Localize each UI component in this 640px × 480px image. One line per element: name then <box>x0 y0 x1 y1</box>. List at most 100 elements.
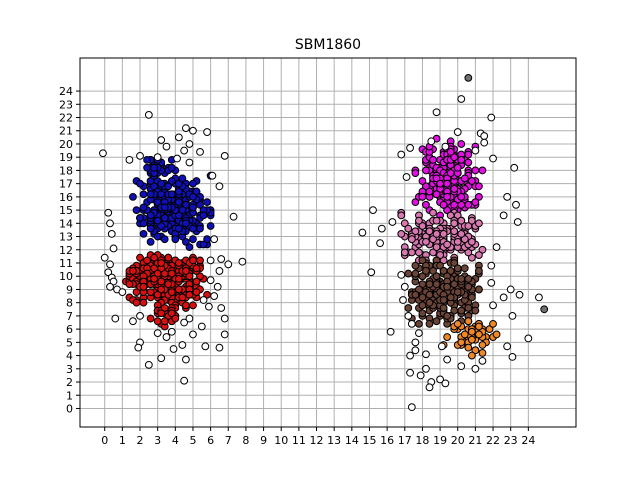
point-brown <box>471 306 480 315</box>
point-white <box>180 318 189 327</box>
point-red <box>192 264 201 273</box>
point-white <box>206 276 215 285</box>
point-pink <box>429 208 437 217</box>
point-white <box>162 142 171 151</box>
point-orange <box>475 322 483 331</box>
point-blue <box>146 237 155 246</box>
point-blue <box>139 203 148 212</box>
point-red <box>150 274 159 283</box>
point-white <box>109 244 118 253</box>
point-pink <box>475 251 483 259</box>
x-tick-label: 23 <box>504 434 518 447</box>
point-red <box>171 314 180 323</box>
point-blue <box>153 216 162 225</box>
point-white <box>437 342 446 351</box>
point-magenta <box>475 182 483 191</box>
point-white <box>376 239 384 248</box>
point-white <box>404 312 413 320</box>
point-magenta <box>446 169 455 177</box>
point-white <box>210 292 219 300</box>
point-pink <box>425 227 434 236</box>
point-pink <box>400 219 409 228</box>
point-pink <box>478 245 487 254</box>
point-pink <box>464 222 473 230</box>
point-white <box>182 355 190 364</box>
x-tick-label: 7 <box>225 434 232 447</box>
point-magenta <box>450 200 459 209</box>
plot-frame <box>79 57 577 428</box>
point-white <box>162 333 171 341</box>
y-tick-label: 1 <box>66 389 73 402</box>
point-magenta <box>475 192 483 201</box>
point-white <box>480 132 489 140</box>
point-brown <box>443 282 452 291</box>
point-brown <box>453 288 462 296</box>
point-red <box>196 272 204 281</box>
point-orange <box>492 330 501 339</box>
point-blue <box>199 211 208 220</box>
point-white <box>169 345 178 353</box>
point-pink <box>467 216 476 225</box>
point-white <box>129 317 137 326</box>
point-white <box>125 155 134 164</box>
point-white <box>185 140 194 148</box>
point-white <box>238 257 247 266</box>
point-magenta <box>478 166 487 175</box>
point-red <box>157 259 166 267</box>
x-tick-label: 4 <box>172 434 179 447</box>
point-blue <box>139 190 148 199</box>
point-white <box>153 329 162 337</box>
point-blue <box>178 174 187 183</box>
point-red <box>192 288 201 296</box>
point-white <box>210 235 219 244</box>
point-white <box>432 108 441 117</box>
x-tick-label: 18 <box>415 434 429 447</box>
point-red <box>139 298 148 307</box>
point-pink <box>443 240 452 249</box>
point-pink <box>457 216 466 225</box>
point-pink <box>450 219 459 228</box>
x-tick-label: 0 <box>101 434 108 447</box>
point-magenta <box>464 200 473 209</box>
point-magenta <box>439 200 448 209</box>
point-brown <box>418 293 427 302</box>
point-white <box>217 255 226 263</box>
point-white <box>213 282 222 291</box>
y-tick-label: 16 <box>59 191 73 204</box>
y-tick-label: 19 <box>59 151 73 164</box>
point-blue <box>189 203 197 212</box>
point-white <box>189 330 197 339</box>
point-white <box>229 212 238 221</box>
point-blue <box>136 214 144 222</box>
point-white <box>492 243 501 252</box>
point-white <box>443 355 452 364</box>
point-red <box>167 288 176 296</box>
x-tick-label: 6 <box>207 434 214 447</box>
point-white <box>487 278 496 287</box>
y-tick-label: 11 <box>59 257 73 270</box>
point-white <box>411 338 420 347</box>
point-white <box>489 301 497 310</box>
point-magenta <box>464 158 473 167</box>
point-red <box>150 253 159 262</box>
point-blue <box>146 190 155 199</box>
point-brown <box>418 309 427 318</box>
point-pink <box>446 211 455 220</box>
point-white <box>487 113 496 122</box>
point-blue <box>129 192 137 201</box>
point-white <box>178 341 187 349</box>
point-brown <box>432 280 441 289</box>
point-blue <box>174 187 183 196</box>
y-tick-label: 4 <box>66 350 73 363</box>
point-white <box>515 290 524 299</box>
point-red <box>153 317 162 326</box>
point-red <box>160 304 169 312</box>
point-white <box>377 224 386 233</box>
point-blue <box>185 243 194 252</box>
point-white <box>535 293 543 302</box>
point-red <box>185 272 194 281</box>
x-tick-label: 2 <box>137 434 144 447</box>
point-white <box>201 342 210 351</box>
point-brown <box>411 290 420 299</box>
